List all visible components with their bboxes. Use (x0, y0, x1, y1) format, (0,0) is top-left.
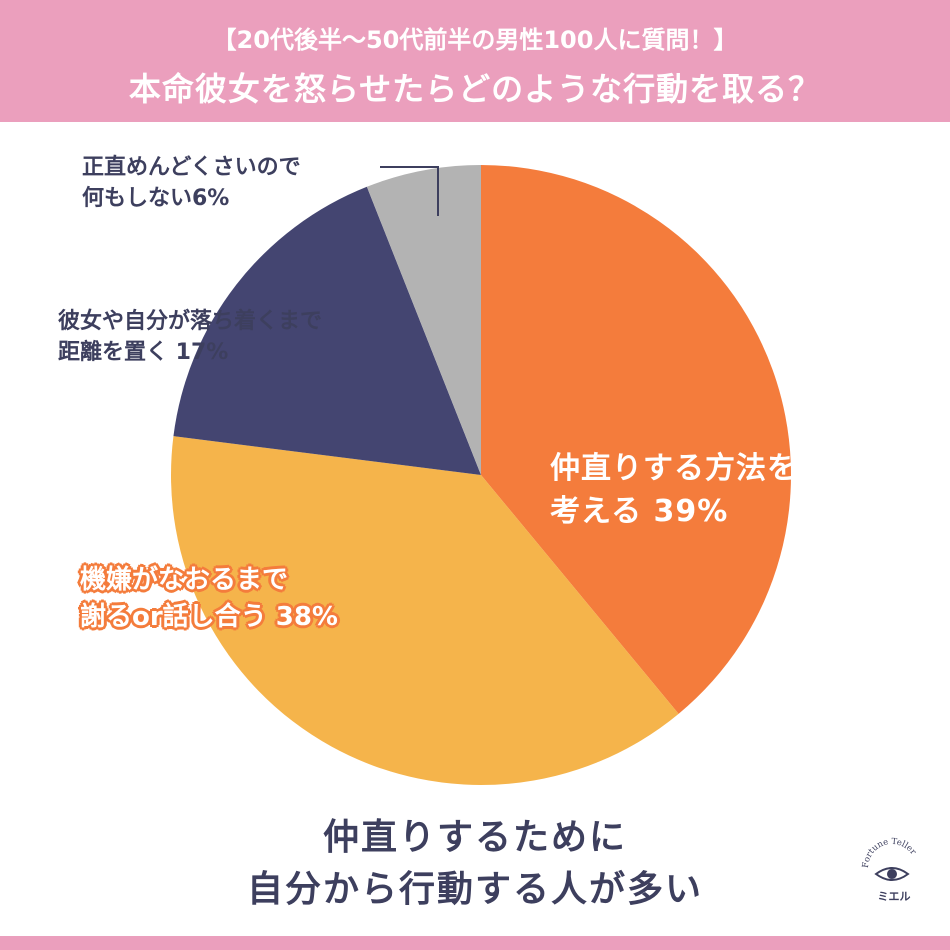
slice-label-make-up: 仲直りする方法を 考える 39% (550, 448, 798, 533)
conclusion-text: 仲直りするために 自分から行動する人が多い (0, 812, 950, 916)
slice-label-line: 謝るor話し合う 38% (80, 601, 338, 632)
slice-label-line: 仲直りする方法を (550, 451, 798, 486)
slice-label-distance: 彼女や自分が落ち着くまで 距離を置く 17% (58, 306, 322, 368)
conclusion-line: 自分から行動する人が多い (246, 869, 703, 911)
slice-label-line: 彼女や自分が落ち着くまで (58, 309, 323, 334)
slice-label-line: 正直めんどくさいので (82, 155, 301, 180)
pie-slice-do-nothing (366, 165, 481, 475)
conclusion-line: 仲直りするために (322, 817, 627, 858)
slice-label-do-nothing: 正直めんどくさいので 何もしない6% (82, 152, 301, 214)
pie-slice-make-up (481, 165, 791, 714)
slice-label-line: 距離を置く 17% (58, 340, 229, 366)
logo-arc-text: Fortune Teller (861, 837, 919, 869)
fortune-teller-logo: Fortune Teller ミエル (852, 834, 919, 903)
pie-slice-distance (173, 186, 481, 475)
pie-slice-apologize (171, 436, 679, 786)
slice-label-line: 何もしない6% (82, 186, 230, 212)
header-banner: 【20代後半〜50代前半の男性100人に質問！】 本命彼女を怒らせたらどのような… (0, 0, 950, 122)
eye-icon (874, 867, 910, 881)
footer-bar (0, 936, 950, 950)
slice-label-line: 考える 39% (550, 493, 729, 529)
logo-name: ミエル (878, 890, 911, 903)
slice-label-apologize: 機嫌がなおるまで 謝るor話し合う 38% (80, 562, 338, 636)
survey-title: 本命彼女を怒らせたらどのような行動を取る？ (128, 70, 822, 108)
survey-subtitle: 【20代後半〜50代前半の男性100人に質問！】 (212, 26, 738, 54)
slice-label-line: 機嫌がなおるまで (80, 565, 289, 595)
leader-line (380, 166, 439, 216)
